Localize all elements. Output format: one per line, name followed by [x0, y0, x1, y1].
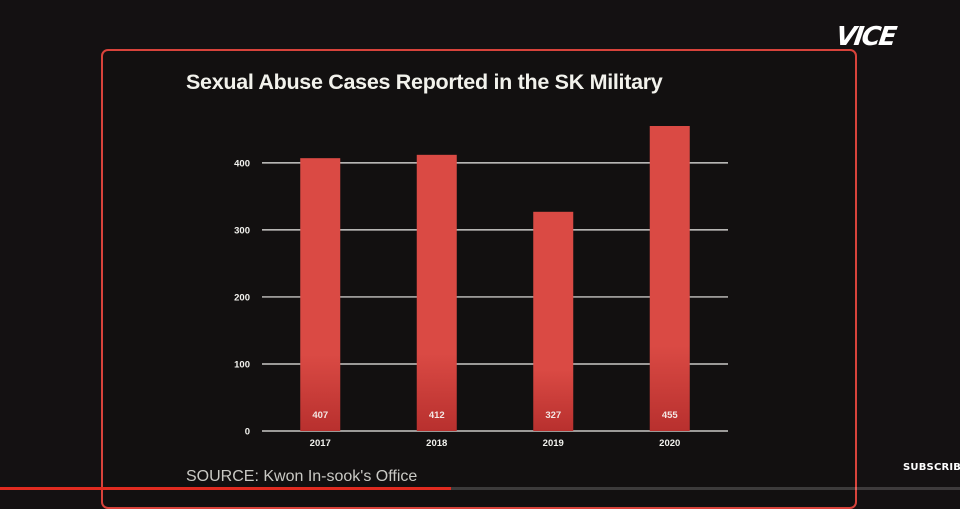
x-tick-label: 2020 [659, 438, 680, 449]
x-tick-label: 2019 [543, 438, 564, 449]
chart-frame [101, 49, 857, 509]
bar-value-label: 327 [545, 410, 561, 421]
chart-title: Sexual Abuse Cases Reported in the SK Mi… [186, 70, 663, 94]
video-progress-fill [0, 487, 452, 490]
y-tick-label: 400 [234, 158, 250, 169]
bar-value-label: 455 [662, 410, 679, 421]
bar-2019 [533, 211, 574, 431]
chart-labels: 0 100 200 300 400 407 2017 412 2018 327 2019 455 202… [234, 158, 680, 449]
video-progress-bar[interactable] [0, 487, 960, 490]
bar-value-label: 412 [429, 410, 445, 421]
source-caption: SOURCE: Kwon In-sook's Office [186, 468, 418, 485]
bars [300, 126, 690, 432]
y-tick-label: 300 [234, 225, 250, 236]
y-tick-label: 100 [234, 359, 250, 370]
bar-2017 [300, 158, 341, 431]
x-tick-label: 2018 [426, 438, 447, 449]
y-tick-label: 0 [245, 427, 250, 438]
subscribe-button[interactable]: SUBSCRIBE [903, 462, 960, 473]
bar-2018 [416, 154, 457, 432]
bar-2020 [649, 126, 690, 431]
bar-chart: 0 100 200 300 400 407 2017 412 2018 327 2019 455 202… [234, 126, 728, 449]
bar-value-label: 407 [312, 410, 328, 421]
y-tick-label: 200 [234, 292, 250, 303]
x-tick-label: 2017 [310, 438, 331, 449]
